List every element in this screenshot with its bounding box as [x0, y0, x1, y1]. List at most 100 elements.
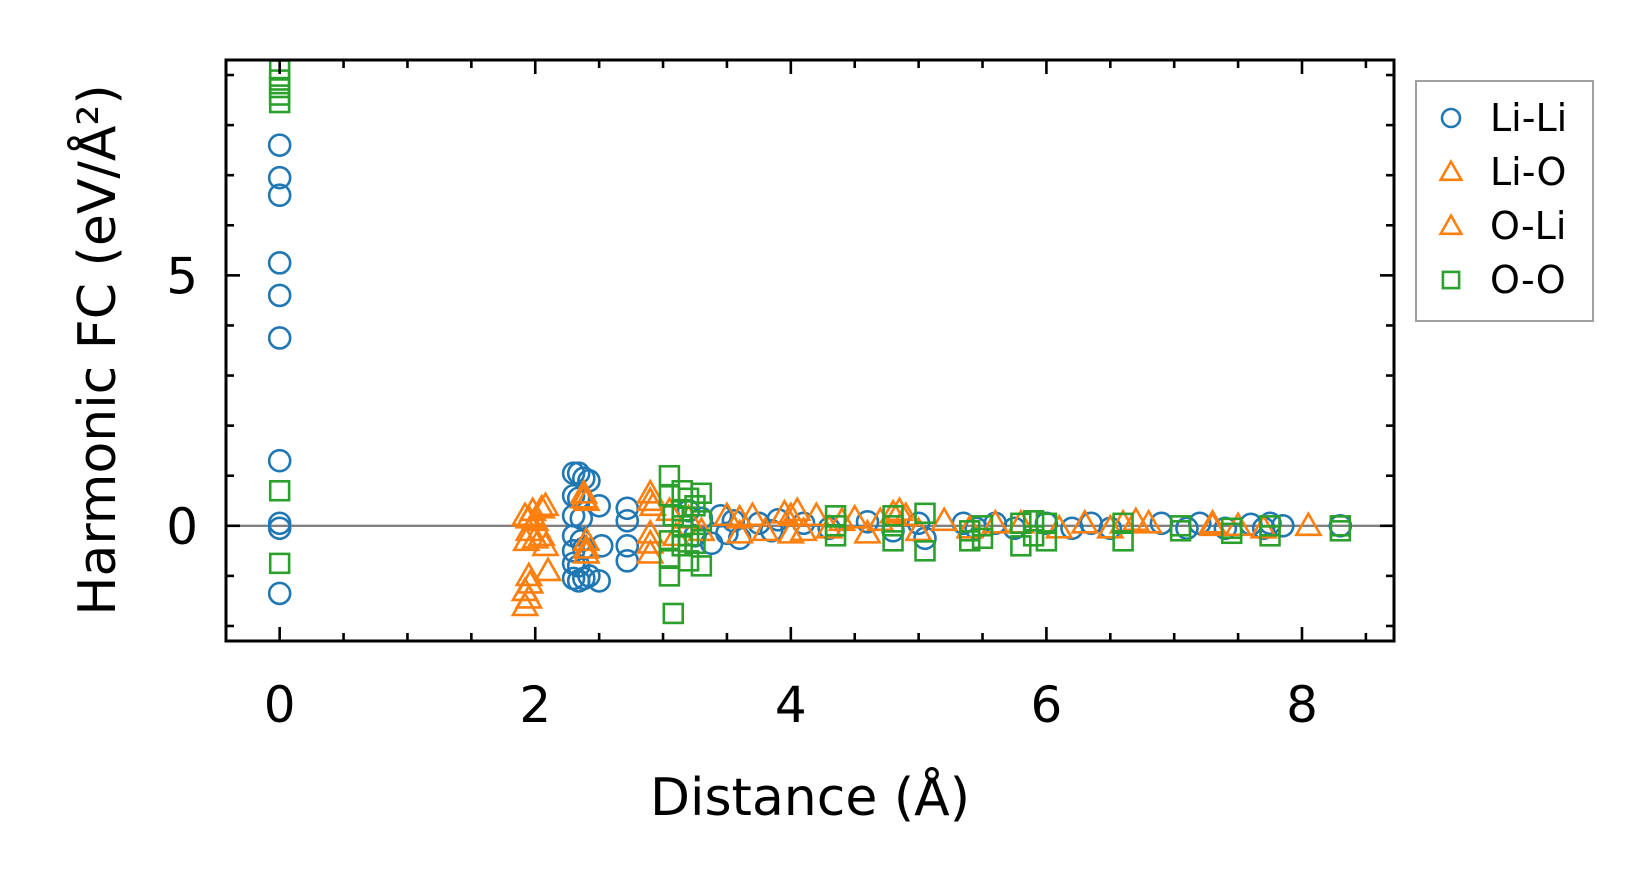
- data-point-o-li: [1198, 511, 1227, 537]
- data-point-o-li: [635, 486, 665, 512]
- data-point-li-li: [587, 569, 611, 593]
- data-point-o-li: [572, 533, 601, 559]
- data-point-li-o: [725, 518, 755, 544]
- data-point-o-o: [882, 530, 904, 552]
- data-point-li-o: [635, 478, 665, 504]
- data-point-o-li: [527, 493, 556, 519]
- data-point-o-li: [515, 568, 545, 594]
- data-point-li-o: [533, 556, 563, 582]
- x-tick-label: 4: [775, 676, 807, 734]
- data-point-li-li: [267, 183, 292, 208]
- data-point-li-li: [715, 521, 739, 546]
- data-point-li-li: [267, 448, 292, 473]
- data-point-li-li: [267, 516, 292, 541]
- data-point-o-o: [971, 515, 994, 537]
- data-point-o-o: [268, 91, 291, 114]
- data-point-li-o: [531, 491, 560, 517]
- data-point-o-o: [677, 550, 700, 572]
- data-point-o-o: [677, 525, 700, 547]
- data-point-o-o: [1035, 530, 1058, 552]
- x-tick-label: 0: [264, 676, 296, 734]
- data-point-o-o: [958, 530, 981, 552]
- data-point-o-li: [520, 523, 550, 549]
- data-point-o-o: [914, 502, 936, 525]
- legend-marker-li-o: [1438, 159, 1464, 182]
- data-point-li-li: [587, 493, 611, 518]
- data-point-o-o: [914, 540, 936, 562]
- legend-label-o-o: O-O: [1490, 258, 1566, 302]
- data-point-o-o: [1169, 520, 1192, 542]
- legend-box: [1415, 80, 1594, 322]
- y-axis-title: Harmonic FC (eV/Å²): [66, 84, 128, 615]
- data-point-li-o: [802, 501, 831, 527]
- data-point-li-li: [267, 326, 292, 350]
- legend-marker-li-li: [1440, 107, 1462, 129]
- data-point-o-o: [1112, 512, 1134, 535]
- data-point-o-o: [268, 552, 291, 575]
- data-point-li-o: [510, 591, 540, 617]
- data-point-li-o: [569, 478, 599, 504]
- y-tick-label: 5: [166, 247, 198, 305]
- data-point-o-o: [1220, 522, 1243, 545]
- data-point-li-o: [853, 518, 882, 544]
- data-point-li-li: [1175, 516, 1199, 541]
- data-point-o-li: [827, 506, 857, 532]
- data-point-li-li: [615, 508, 640, 533]
- x-tick-label: 8: [1286, 676, 1318, 734]
- data-point-li-o: [904, 516, 933, 542]
- legend-label-li-li: Li-Li: [1490, 96, 1567, 140]
- series-o-li: [514, 483, 1227, 594]
- data-point-o-li: [980, 508, 1010, 534]
- x-axis-title: Distance (Å): [650, 766, 970, 828]
- data-point-o-o: [690, 555, 713, 577]
- legend-marker-o-o: [1441, 270, 1461, 290]
- data-point-o-li: [878, 498, 908, 524]
- data-point-li-li: [267, 581, 292, 606]
- data-point-o-o: [658, 565, 681, 587]
- data-point-li-o: [1294, 511, 1323, 537]
- data-point-li-o: [750, 516, 780, 542]
- data-point-o-o: [268, 479, 291, 502]
- data-point-li-o: [738, 501, 767, 527]
- data-point-o-o: [1259, 525, 1281, 547]
- legend-label-o-li: O-Li: [1490, 204, 1566, 248]
- data-point-li-o: [885, 496, 914, 522]
- axis-ticks: [226, 60, 1394, 641]
- data-point-li-o: [1095, 513, 1125, 539]
- data-point-li-o: [929, 506, 959, 532]
- data-point-li-o: [712, 501, 742, 527]
- data-point-o-o: [882, 515, 904, 537]
- data-point-o-o: [1022, 525, 1045, 547]
- data-point-o-li: [776, 501, 806, 527]
- data-point-o-o: [690, 510, 713, 532]
- series-o-o: [268, 60, 1352, 625]
- x-tick-label: 6: [1031, 676, 1063, 734]
- data-point-li-li: [855, 509, 880, 534]
- data-point-li-o: [527, 521, 556, 547]
- data-point-o-o: [1329, 520, 1352, 542]
- data-point-li-o: [520, 506, 550, 532]
- data-point-li-o: [840, 503, 870, 529]
- data-point-o-o: [677, 487, 700, 510]
- data-point-li-li: [267, 283, 292, 308]
- data-point-li-o: [1121, 506, 1151, 532]
- y-tick-label: 0: [166, 498, 198, 556]
- data-point-li-o: [572, 538, 601, 564]
- data-points: [267, 60, 1353, 625]
- data-point-o-o: [824, 525, 847, 547]
- data-point-li-o: [531, 531, 560, 557]
- legend-label-li-o: Li-O: [1490, 150, 1566, 194]
- data-point-o-li: [569, 483, 599, 509]
- plot-frame: [224, 58, 1396, 643]
- data-point-o-li: [725, 503, 755, 529]
- data-point-li-o: [789, 516, 818, 542]
- data-point-o-o: [1010, 512, 1032, 535]
- data-point-o-o: [1022, 510, 1045, 532]
- data-point-li-li: [267, 165, 292, 190]
- legend: Li-Li Li-O O-Li O-O: [1415, 80, 1594, 322]
- data-point-o-o: [1112, 530, 1134, 552]
- data-point-li-o: [1044, 513, 1074, 539]
- data-point-o-o: [662, 602, 685, 625]
